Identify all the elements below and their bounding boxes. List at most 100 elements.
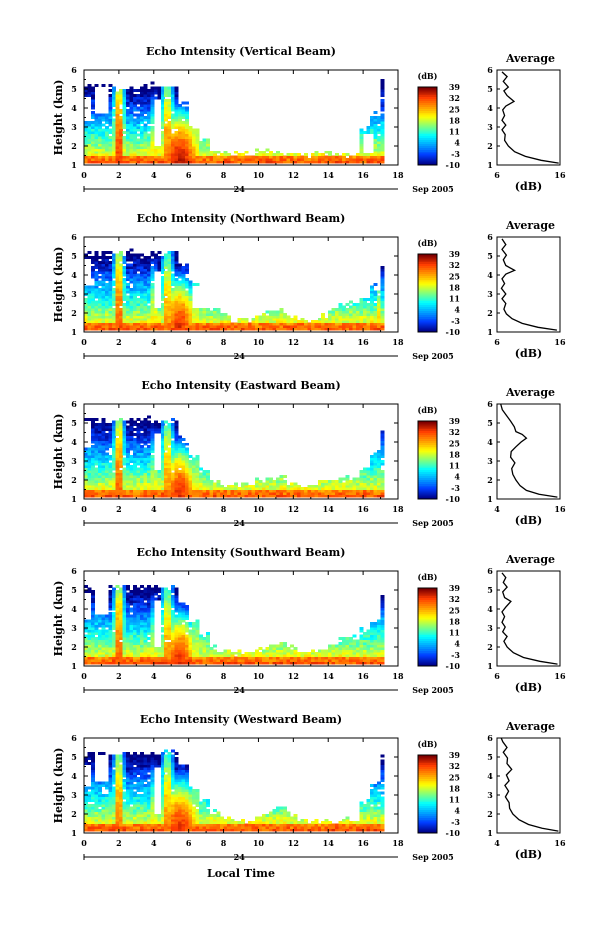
colorbar-swatch bbox=[418, 495, 437, 498]
average-profile-line bbox=[501, 71, 559, 164]
colorbar-tick-label: 39 bbox=[449, 750, 461, 760]
colorbar-tick-label: 39 bbox=[449, 82, 461, 92]
x-tick-label: 16 bbox=[358, 671, 370, 681]
y-axis-label: Height (km) bbox=[52, 748, 65, 824]
colorbar-swatch bbox=[418, 774, 437, 777]
colorbar-swatch bbox=[418, 460, 437, 463]
x-tick-label: 16 bbox=[358, 170, 370, 180]
x-tick-label: 12 bbox=[288, 838, 299, 848]
colorbar-tick-label: 32 bbox=[449, 427, 460, 437]
average-title: Average bbox=[505, 219, 555, 232]
colorbar-swatch bbox=[418, 797, 437, 801]
colorbar-swatch bbox=[418, 255, 437, 259]
x-tick-label: 0 bbox=[81, 337, 87, 347]
date-label: Sep 2005 bbox=[412, 852, 454, 862]
colorbar-swatch bbox=[418, 479, 437, 482]
colorbar-swatch bbox=[418, 149, 437, 152]
colorbar-swatch bbox=[418, 318, 437, 321]
colorbar-swatch bbox=[418, 817, 437, 820]
colorbar-swatch bbox=[418, 469, 437, 473]
colorbar-swatch bbox=[418, 829, 437, 832]
colorbar-swatch bbox=[418, 792, 437, 795]
colorbar-swatch bbox=[418, 795, 437, 799]
y-tick-label: 2 bbox=[71, 141, 77, 151]
colorbar-swatch bbox=[418, 664, 437, 667]
date-label: Sep 2005 bbox=[412, 518, 454, 528]
colorbar-swatch bbox=[418, 257, 437, 261]
colorbar bbox=[418, 588, 437, 667]
y-axis-label: Height (km) bbox=[52, 581, 65, 657]
y-tick-label: 5 bbox=[71, 251, 77, 261]
colorbar-swatch bbox=[418, 436, 437, 439]
date-mark: 24 bbox=[234, 852, 246, 862]
average-y-tick-label: 5 bbox=[487, 251, 493, 261]
colorbar-swatch bbox=[418, 475, 437, 478]
average-y-tick-label: 4 bbox=[487, 270, 493, 280]
colorbar-swatch bbox=[418, 766, 437, 770]
average-y-tick-label: 5 bbox=[487, 585, 493, 595]
colorbar-swatch bbox=[418, 275, 437, 278]
colorbar-swatch bbox=[418, 306, 437, 309]
panel-3: Echo Intensity (Eastward Beam)123456Heig… bbox=[52, 379, 566, 528]
average-profile-line bbox=[500, 238, 557, 331]
average-title: Average bbox=[505, 386, 555, 399]
y-tick-label: 5 bbox=[71, 585, 77, 595]
heatmap-cells bbox=[84, 585, 385, 665]
colorbar-swatch bbox=[418, 465, 437, 469]
colorbar-swatch bbox=[418, 330, 437, 333]
x-tick-label: 18 bbox=[392, 337, 404, 347]
average-y-tick-label: 4 bbox=[487, 771, 493, 781]
colorbar-swatch bbox=[418, 300, 437, 304]
colorbar-swatch bbox=[418, 428, 437, 432]
average-y-tick-label: 2 bbox=[487, 308, 493, 318]
colorbar-swatch bbox=[418, 92, 437, 96]
average-y-tick-label: 6 bbox=[487, 232, 493, 242]
colorbar-swatch bbox=[418, 157, 437, 160]
colorbar-tick-label: 11 bbox=[449, 294, 460, 304]
average-x-tick-label: 4 bbox=[494, 504, 500, 514]
average-y-tick-label: 1 bbox=[487, 160, 493, 170]
colorbar-swatch bbox=[418, 485, 437, 488]
x-tick-label: 16 bbox=[358, 838, 370, 848]
colorbar-swatch bbox=[418, 646, 437, 649]
average-x-axis-label: (dB) bbox=[515, 180, 542, 193]
colorbar-swatch bbox=[418, 755, 437, 758]
colorbar-swatch bbox=[418, 88, 437, 92]
colorbar-swatch bbox=[418, 131, 437, 135]
colorbar-swatch bbox=[418, 619, 437, 622]
colorbar-tick-label: 39 bbox=[449, 583, 461, 593]
colorbar-swatch bbox=[418, 597, 437, 601]
colorbar-swatch bbox=[418, 827, 437, 830]
colorbar-swatch bbox=[418, 114, 437, 117]
colorbar-tick-label: 25 bbox=[449, 772, 460, 782]
colorbar-swatch bbox=[418, 603, 437, 606]
y-tick-label: 3 bbox=[71, 623, 77, 633]
colorbar-swatch bbox=[418, 310, 437, 313]
colorbar-swatch bbox=[418, 273, 437, 276]
colorbar-swatch bbox=[418, 463, 437, 467]
colorbar-frame bbox=[417, 86, 438, 166]
colorbar bbox=[418, 755, 437, 834]
y-tick-label: 5 bbox=[71, 752, 77, 762]
x-tick-label: 10 bbox=[253, 671, 265, 681]
x-axis-label: Local Time bbox=[207, 867, 275, 880]
average-y-tick-label: 1 bbox=[487, 327, 493, 337]
x-tick-label: 6 bbox=[186, 337, 192, 347]
x-tick-label: 4 bbox=[151, 170, 157, 180]
heatmap-cells bbox=[84, 415, 385, 498]
colorbar-swatch bbox=[418, 481, 437, 484]
colorbar-tick-label: 32 bbox=[449, 594, 460, 604]
colorbar-swatch bbox=[418, 801, 437, 805]
x-tick-label: 14 bbox=[323, 504, 335, 514]
colorbar-swatch bbox=[418, 803, 437, 807]
average-y-tick-label: 2 bbox=[487, 475, 493, 485]
average-title: Average bbox=[505, 52, 555, 65]
colorbar-swatch bbox=[418, 159, 437, 162]
colorbar-swatch bbox=[418, 489, 437, 492]
colorbar-tick-label: 39 bbox=[449, 249, 461, 259]
heatmap-cells bbox=[84, 248, 385, 331]
colorbar-swatch bbox=[418, 328, 437, 331]
colorbar-swatch bbox=[418, 102, 437, 105]
panel-4: Echo Intensity (Southward Beam)123456Hei… bbox=[52, 546, 566, 695]
average-x-tick-label: 16 bbox=[554, 170, 566, 180]
